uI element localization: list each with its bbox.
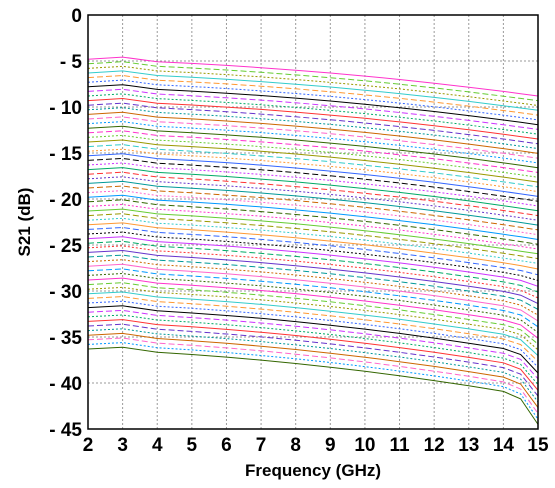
series-line: [87, 240, 539, 293]
x-tick-label: 11: [389, 435, 410, 456]
x-tick-labels: 2 3 4 5 6 7 8 9 10 11 12 13 14 15: [83, 435, 549, 456]
series-line: [87, 107, 539, 150]
series-line: [87, 249, 539, 305]
series-line: [87, 70, 539, 111]
series-line: [87, 309, 539, 380]
x-tick-label: 5: [187, 435, 198, 456]
x-tick-label: 13: [458, 435, 479, 456]
series-line: [87, 121, 539, 164]
y-tick-label: - 35: [49, 328, 82, 349]
series-line: [87, 88, 539, 130]
y-tick-label: - 25: [49, 236, 82, 257]
series-line: [87, 263, 539, 322]
y-tick-label: - 5: [60, 52, 83, 73]
series-line: [87, 319, 539, 391]
series-line: [87, 84, 539, 126]
series-line: [87, 130, 539, 173]
x-tick-label: 6: [221, 435, 232, 456]
series-line: [87, 268, 539, 328]
series-line: [87, 134, 539, 178]
x-tick-label: 8: [290, 435, 301, 456]
series-line: [87, 139, 539, 183]
y-tick-label: - 30: [49, 282, 82, 303]
series-line: [87, 194, 539, 240]
x-tick-label: 2: [83, 435, 94, 456]
series-line: [87, 277, 539, 339]
series-line: [87, 167, 539, 212]
series-line: [87, 286, 539, 351]
series-line: [87, 125, 539, 169]
y-tick-label: - 45: [49, 420, 82, 441]
y-tick-label: - 10: [49, 98, 82, 119]
series-line: [87, 282, 539, 345]
series-group: [87, 56, 539, 425]
y-tick-label: - 20: [49, 190, 82, 211]
x-tick-label: 10: [354, 435, 375, 456]
series-line: [87, 180, 539, 226]
y-tick-label: - 40: [49, 374, 82, 395]
series-line: [87, 116, 539, 159]
series-line: [87, 259, 539, 316]
series-line: [87, 300, 539, 368]
series-line: [87, 157, 539, 202]
series-line: [87, 185, 539, 231]
series-line: [87, 176, 539, 221]
x-tick-label: 7: [256, 435, 267, 456]
series-line: [87, 199, 539, 245]
series-line: [87, 144, 539, 188]
y-tick-label: 0: [71, 6, 82, 27]
series-line: [87, 332, 539, 408]
series-line: [87, 337, 539, 414]
series-line: [87, 217, 539, 264]
series-line: [87, 190, 539, 236]
series-line: [87, 323, 539, 397]
series-line: [87, 236, 539, 287]
x-tick-label: 4: [152, 435, 163, 456]
series-line: [87, 56, 539, 97]
series-line: [87, 226, 539, 276]
series-line: [87, 272, 539, 333]
series-line: [87, 314, 539, 385]
series-line: [87, 346, 539, 425]
y-axis-title: S21 (dB): [15, 188, 34, 257]
series-line: [87, 148, 539, 193]
series-line: [87, 97, 539, 140]
series-line: [87, 61, 539, 102]
series-line: [87, 93, 539, 135]
series-line: [87, 153, 539, 197]
series-line: [87, 74, 539, 116]
y-tick-labels: 0 - 5 - 10 - 15 - 20 - 25 - 30 - 35 - 40 - 45: [49, 6, 82, 441]
x-tick-label: 9: [325, 435, 336, 456]
series-line: [87, 162, 539, 207]
series-line: [87, 231, 539, 281]
series-line: [87, 254, 539, 310]
x-tick-label: 15: [527, 435, 549, 456]
x-axis-title: Frequency (GHz): [245, 461, 381, 480]
series-line: [87, 65, 539, 106]
x-tick-label: 12: [424, 435, 445, 456]
x-tick-label: 3: [117, 435, 128, 456]
series-line: [87, 342, 539, 420]
series-line: [87, 213, 539, 260]
series-line: [87, 203, 539, 250]
plot-frame: [87, 14, 539, 430]
series-line: [87, 102, 539, 145]
series-line: [87, 305, 539, 374]
series-line: [87, 222, 539, 270]
series-line: [87, 208, 539, 255]
y-tick-label: - 15: [49, 144, 82, 165]
series-line: [87, 79, 539, 121]
series-line: [87, 296, 539, 362]
series-line: [87, 111, 539, 154]
x-tick-label: 14: [493, 435, 515, 456]
series-line: [87, 171, 539, 217]
series-line: [87, 291, 539, 356]
series-line: [87, 328, 539, 403]
series-line: [87, 245, 539, 299]
